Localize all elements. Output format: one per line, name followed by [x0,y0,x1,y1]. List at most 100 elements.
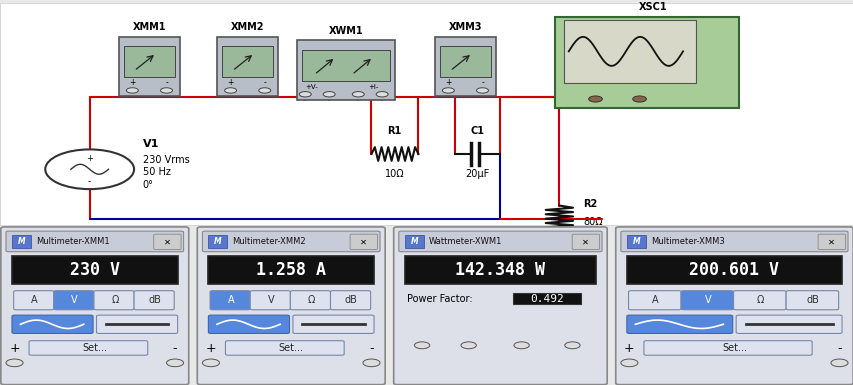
Text: +V-: +V- [305,84,318,90]
Bar [124,46,175,77]
Text: Current: Current [530,312,564,321]
FancyBboxPatch shape [293,315,374,333]
FancyBboxPatch shape [350,234,377,249]
Bar [513,293,580,304]
Text: 142.348 W: 142.348 W [455,261,545,279]
Circle shape [166,359,183,367]
FancyBboxPatch shape [6,231,183,252]
Bar [208,235,227,248]
Bar [434,37,496,96]
Text: A: A [597,87,603,96]
Bar [626,256,841,284]
Bar [297,40,394,100]
Text: Ω: Ω [111,295,119,305]
FancyBboxPatch shape [208,315,289,333]
Text: +: + [516,326,525,336]
Text: 0°: 0° [142,180,154,190]
Text: +: + [444,78,451,87]
Text: +: + [417,326,426,336]
Text: XMM1: XMM1 [132,22,166,32]
Bar [222,46,273,77]
Circle shape [476,88,488,93]
FancyBboxPatch shape [628,291,681,310]
Text: -: - [570,326,574,336]
Text: Multimeter-XMM3: Multimeter-XMM3 [650,237,723,246]
Text: XSC1: XSC1 [638,2,667,12]
FancyBboxPatch shape [681,291,733,310]
Text: -: - [172,342,177,355]
Text: 230 V: 230 V [70,261,119,279]
Text: R2: R2 [583,199,597,209]
Circle shape [323,92,335,97]
FancyBboxPatch shape [54,291,94,310]
Text: XMM2: XMM2 [230,22,264,32]
Text: -: - [263,78,266,87]
FancyBboxPatch shape [154,234,181,249]
FancyBboxPatch shape [94,291,134,310]
Bar [626,235,645,248]
Bar [404,235,423,248]
Text: -: - [480,78,484,87]
Text: Ω: Ω [756,295,763,305]
Text: +: + [86,154,93,163]
Text: Power Factor:: Power Factor: [407,294,473,304]
Bar [12,235,31,248]
Text: XMM3: XMM3 [448,22,482,32]
FancyBboxPatch shape [29,341,148,355]
FancyBboxPatch shape [785,291,838,310]
Circle shape [514,342,529,349]
Text: Set...: Set... [278,343,304,353]
Text: M: M [632,237,639,246]
Circle shape [363,359,380,367]
Text: Voltage: Voltage [430,312,464,321]
Text: 1.258 A: 1.258 A [256,261,326,279]
Circle shape [126,88,138,93]
Text: Multimeter-XMM1: Multimeter-XMM1 [36,237,109,246]
Text: +: + [624,342,634,355]
Text: M: M [410,237,417,246]
Text: -: - [368,342,374,355]
Text: +: + [9,342,20,355]
FancyBboxPatch shape [620,231,847,252]
Text: +: + [206,342,216,355]
Bar [554,17,738,108]
Text: Set...: Set... [82,343,107,353]
Bar [12,256,177,284]
Circle shape [632,96,646,102]
Text: 80Ω: 80Ω [583,217,602,227]
Text: V: V [704,295,711,305]
Text: ✕: ✕ [164,237,171,246]
FancyBboxPatch shape [134,291,174,310]
FancyBboxPatch shape [817,234,844,249]
FancyBboxPatch shape [572,234,599,249]
FancyBboxPatch shape [12,315,93,333]
Bar [302,50,390,80]
FancyBboxPatch shape [202,231,380,252]
Circle shape [620,359,637,367]
Text: V1: V1 [142,139,159,149]
Text: 230 Vrms: 230 Vrms [142,155,189,165]
FancyBboxPatch shape [643,341,811,355]
Text: 10Ω: 10Ω [385,169,403,179]
Bar [217,37,278,96]
Circle shape [414,342,429,349]
Circle shape [6,359,23,367]
Text: M: M [18,237,25,246]
Text: B: B [643,87,649,96]
FancyBboxPatch shape [250,291,290,310]
Text: Set...: Set... [721,343,746,353]
Text: R1: R1 [387,126,401,136]
Text: A: A [228,295,234,305]
Bar [439,46,490,77]
Circle shape [461,342,476,349]
FancyBboxPatch shape [626,315,732,333]
Text: 0.492: 0.492 [530,294,563,304]
FancyBboxPatch shape [96,315,177,333]
Text: ✕: ✕ [582,237,589,246]
Text: dB: dB [345,295,357,305]
Text: V: V [72,295,78,305]
Circle shape [442,88,454,93]
FancyBboxPatch shape [733,291,785,310]
FancyBboxPatch shape [330,291,370,310]
Circle shape [160,88,172,93]
